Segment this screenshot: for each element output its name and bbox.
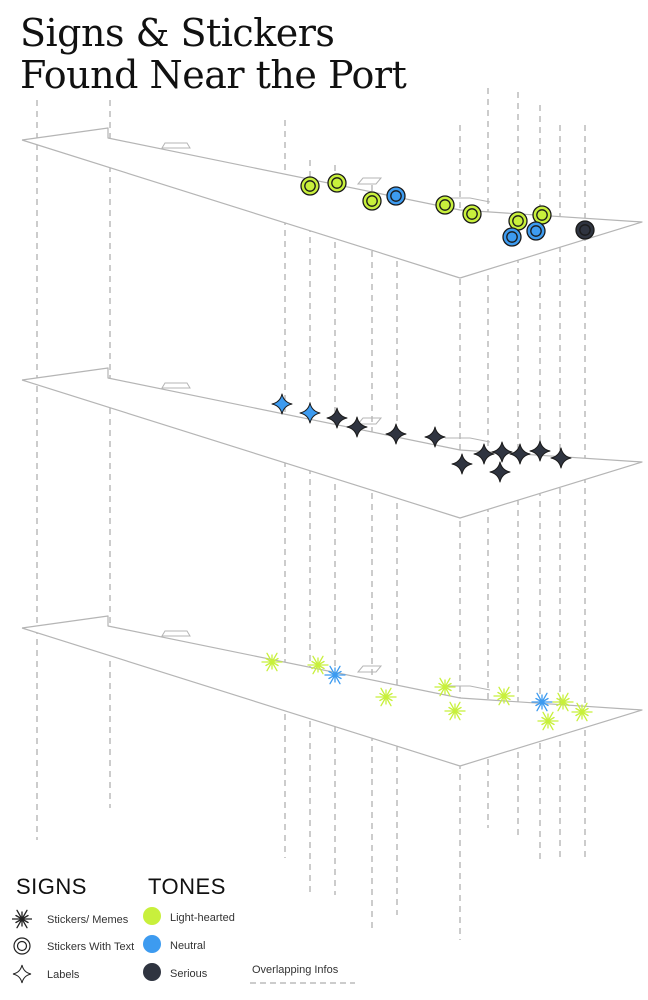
legend-label-labels: Labels (47, 969, 80, 981)
label-marker-serious (424, 426, 446, 448)
map-outline (21, 615, 643, 767)
label-marker-neutral (299, 402, 321, 424)
label-marker-serious (326, 407, 348, 429)
label-marker-serious (473, 443, 495, 465)
map-building (161, 142, 191, 149)
map-building (356, 177, 383, 185)
legend-label-stickers-memes: Stickers/ Memes (47, 914, 129, 926)
text-sticker-marker-light-hearted (462, 204, 482, 224)
four-point-star-icon (12, 964, 32, 984)
text-sticker-marker-neutral (502, 227, 522, 247)
legend-label-overlapping-infos: Overlapping Infos (252, 964, 339, 976)
meme-sticker-marker-neutral (324, 665, 346, 685)
map-detail (445, 437, 491, 443)
layer-labels (21, 367, 643, 519)
label-marker-serious (489, 461, 511, 483)
label-marker-serious (550, 447, 572, 469)
light-hearted-swatch (143, 907, 161, 925)
meme-sticker-marker-light-hearted (307, 655, 329, 675)
double-circle-icon (13, 937, 31, 955)
label-marker-neutral (271, 393, 293, 415)
text-sticker-marker-light-hearted (435, 195, 455, 215)
meme-sticker-marker-light-hearted (552, 692, 574, 712)
text-sticker-marker-light-hearted (532, 205, 552, 225)
burst-glyph (12, 909, 32, 929)
legend-label-serious: Serious (170, 968, 208, 980)
legend-label-stickers-with-text: Stickers With Text (47, 941, 135, 953)
meme-sticker-marker-neutral (531, 692, 553, 712)
meme-sticker-marker-light-hearted (375, 687, 397, 707)
text-sticker-marker-neutral (386, 186, 406, 206)
meme-sticker-marker-light-hearted (434, 677, 456, 697)
label-marker-serious (346, 416, 368, 438)
text-sticker-marker-light-hearted (300, 176, 320, 196)
meme-sticker-marker-light-hearted (444, 701, 466, 721)
map-detail (445, 197, 491, 203)
legend-label-neutral: Neutral (170, 940, 206, 952)
text-sticker-marker-light-hearted (362, 191, 382, 211)
map-outline (21, 127, 643, 279)
text-sticker-marker-light-hearted (508, 211, 528, 231)
title-line-1: Signs & Stickers (20, 11, 335, 55)
overlap-dash-sample (250, 982, 355, 984)
burst-icon (12, 909, 32, 929)
serious-swatch (143, 963, 161, 981)
meme-sticker-marker-light-hearted (571, 702, 593, 722)
map-building (356, 417, 383, 425)
map-building (161, 382, 191, 389)
meme-sticker-marker-light-hearted (261, 652, 283, 672)
layer-stickers-memes (21, 615, 643, 767)
map-building (161, 630, 191, 637)
meme-sticker-marker-light-hearted (493, 686, 515, 706)
meme-sticker-marker-light-hearted (537, 711, 559, 731)
label-marker-serious (385, 423, 407, 445)
text-sticker-marker-neutral (526, 221, 546, 241)
map-building (356, 665, 383, 673)
map-outline (21, 367, 643, 519)
title-line-2: Found Near the Port (20, 53, 407, 97)
page-title: Signs & Stickers Found Near the Port (20, 11, 407, 97)
legend-label-light-hearted: Light-hearted (170, 912, 235, 924)
label-marker-serious (491, 441, 513, 463)
label-marker-serious (509, 443, 531, 465)
label-marker-serious (529, 440, 551, 462)
text-sticker-marker-serious (575, 220, 595, 240)
label-marker-serious (451, 453, 473, 475)
signs-heading: SIGNS (16, 874, 87, 899)
layer-stickers-with-text (21, 127, 643, 279)
text-sticker-marker-light-hearted (327, 173, 347, 193)
map-detail (445, 685, 491, 691)
neutral-swatch (143, 935, 161, 953)
tones-heading: TONES (148, 874, 226, 899)
